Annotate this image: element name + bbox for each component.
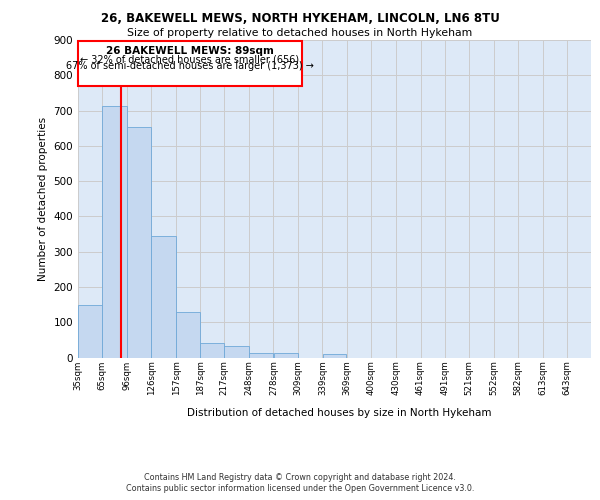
Text: Distribution of detached houses by size in North Hykeham: Distribution of detached houses by size … — [187, 408, 491, 418]
Text: 67% of semi-detached houses are larger (1,373) →: 67% of semi-detached houses are larger (… — [66, 61, 314, 71]
FancyBboxPatch shape — [78, 40, 302, 86]
Bar — [102, 106, 127, 358]
Text: Contains public sector information licensed under the Open Government Licence v3: Contains public sector information licen… — [126, 484, 474, 493]
Bar — [224, 346, 249, 358]
Text: Contains HM Land Registry data © Crown copyright and database right 2024.: Contains HM Land Registry data © Crown c… — [144, 472, 456, 482]
Text: 26, BAKEWELL MEWS, NORTH HYKEHAM, LINCOLN, LN6 8TU: 26, BAKEWELL MEWS, NORTH HYKEHAM, LINCOL… — [101, 12, 499, 26]
Text: Size of property relative to detached houses in North Hykeham: Size of property relative to detached ho… — [127, 28, 473, 38]
Text: 26 BAKEWELL MEWS: 89sqm: 26 BAKEWELL MEWS: 89sqm — [106, 46, 274, 56]
Bar — [127, 128, 151, 358]
Bar — [151, 236, 176, 358]
Y-axis label: Number of detached properties: Number of detached properties — [38, 116, 48, 281]
Text: ← 32% of detached houses are smaller (656): ← 32% of detached houses are smaller (65… — [80, 54, 299, 64]
Bar — [250, 354, 273, 358]
Bar — [200, 344, 224, 357]
Bar — [274, 354, 298, 358]
Bar — [323, 354, 346, 358]
Bar — [78, 304, 102, 358]
Bar — [176, 312, 200, 358]
